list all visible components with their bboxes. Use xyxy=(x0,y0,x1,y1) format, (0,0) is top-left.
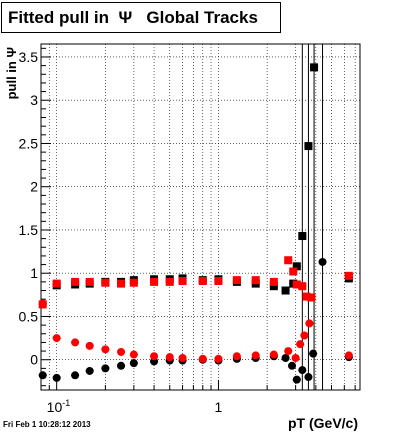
footer-timestamp: Fri Feb 1 10:28:12 2013 xyxy=(3,420,91,429)
data-point xyxy=(117,361,126,370)
data-point xyxy=(300,331,309,340)
label-layer: 0 0.5 1 1.5 2 2.5 3 3.5 10-1 1 xyxy=(19,49,223,415)
data-point xyxy=(85,366,94,375)
data-point xyxy=(85,277,94,286)
data-point xyxy=(52,279,61,288)
plot-frame xyxy=(40,43,361,391)
y-tick-label: 2.5 xyxy=(19,135,39,151)
data-point xyxy=(251,276,260,285)
data-point xyxy=(71,338,80,347)
x-axis-label: pT (GeV/c) xyxy=(288,415,358,431)
data-point xyxy=(165,277,174,286)
data-point xyxy=(304,142,313,151)
data-point xyxy=(291,353,300,362)
data-point xyxy=(101,364,110,373)
data-point xyxy=(288,361,297,370)
data-point xyxy=(198,354,207,363)
data-point xyxy=(214,354,223,363)
data-point xyxy=(310,63,319,72)
y-tick-label: 1 xyxy=(30,265,38,281)
data-point xyxy=(302,292,311,301)
data-point xyxy=(281,286,290,295)
y-tick-label: 1.5 xyxy=(19,222,39,238)
data-point xyxy=(251,351,260,360)
data-point xyxy=(269,282,278,291)
data-point xyxy=(298,366,307,375)
data-point xyxy=(101,278,110,287)
data-point xyxy=(214,277,223,286)
data-point xyxy=(178,353,187,362)
data-point xyxy=(292,262,301,271)
data-point xyxy=(101,345,110,354)
data-point xyxy=(52,373,61,382)
y-tick-label: 3 xyxy=(30,92,38,108)
data-point xyxy=(269,277,278,286)
data-point xyxy=(198,277,207,286)
data-point xyxy=(344,351,353,360)
data-point xyxy=(117,347,126,356)
data-point xyxy=(232,352,241,361)
data-point xyxy=(305,319,314,328)
data-point xyxy=(269,350,278,359)
data-point xyxy=(117,279,126,288)
data-point xyxy=(178,277,187,286)
data-point xyxy=(85,341,94,350)
chart-title: Fitted pull in Ψ Global Tracks xyxy=(1,2,281,33)
y-tick-label: 2 xyxy=(30,179,38,195)
data-point xyxy=(284,347,293,356)
data-point xyxy=(292,375,301,384)
x-tick-label: 10-1 xyxy=(47,398,71,415)
tick-layer xyxy=(40,47,356,390)
y-tick-label: 0 xyxy=(30,352,38,368)
data-point xyxy=(304,373,313,382)
y-tick-label: 0.5 xyxy=(19,308,39,324)
grid-layer xyxy=(40,44,360,390)
data-point xyxy=(52,334,61,343)
data-point xyxy=(298,282,307,291)
data-point xyxy=(38,299,47,308)
data-point xyxy=(307,293,316,302)
y-tick-label: 3.5 xyxy=(19,49,39,65)
data-point xyxy=(38,371,47,380)
y-axis-label: pull in Ψ xyxy=(4,47,19,99)
data-point xyxy=(298,232,307,241)
data-point xyxy=(309,349,318,358)
data-point xyxy=(165,353,174,362)
data-point xyxy=(284,256,293,265)
data-point xyxy=(318,257,327,266)
data-point xyxy=(71,277,80,286)
data-point xyxy=(129,359,138,368)
data-point xyxy=(281,353,290,362)
data-point xyxy=(232,276,241,285)
x-tick-label: 1 xyxy=(215,399,223,415)
data-point xyxy=(289,267,298,276)
series-layer xyxy=(38,44,353,390)
data-point xyxy=(296,340,305,349)
data-point xyxy=(150,352,159,361)
data-point xyxy=(129,278,138,287)
data-point xyxy=(344,271,353,280)
data-point xyxy=(129,350,138,359)
data-point xyxy=(150,277,159,286)
data-point xyxy=(71,371,80,380)
data-point xyxy=(292,280,301,289)
